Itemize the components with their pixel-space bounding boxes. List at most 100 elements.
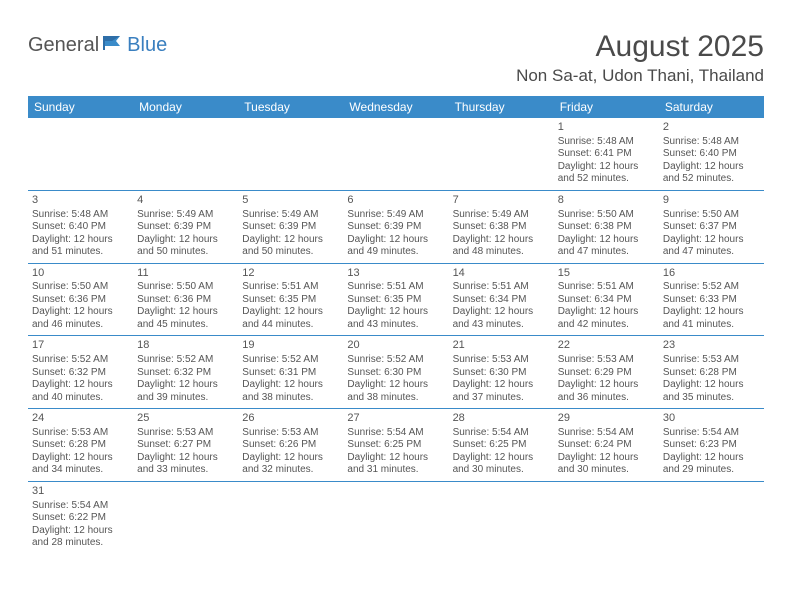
sunset-line: Sunset: 6:39 PM (137, 221, 234, 234)
calendar-cell: 5Sunrise: 5:49 AMSunset: 6:39 PMDaylight… (238, 190, 343, 263)
calendar-cell: 26Sunrise: 5:53 AMSunset: 6:26 PMDayligh… (238, 409, 343, 482)
day-number: 24 (32, 412, 129, 426)
daylight-line: Daylight: 12 hours (558, 452, 655, 465)
location: Non Sa-at, Udon Thani, Thailand (516, 66, 764, 86)
calendar-cell: 21Sunrise: 5:53 AMSunset: 6:30 PMDayligh… (449, 336, 554, 409)
sunset-line: Sunset: 6:34 PM (453, 294, 550, 307)
daylight-line: and 32 minutes. (242, 464, 339, 477)
calendar-cell-empty (343, 118, 448, 190)
title-block: August 2025 Non Sa-at, Udon Thani, Thail… (516, 30, 764, 86)
weekday-header: Thursday (449, 96, 554, 118)
calendar-cell: 7Sunrise: 5:49 AMSunset: 6:38 PMDaylight… (449, 190, 554, 263)
sunset-line: Sunset: 6:22 PM (32, 512, 129, 525)
day-number: 22 (558, 339, 655, 353)
calendar-cell-empty (659, 481, 764, 553)
calendar-cell-empty (343, 481, 448, 553)
sunrise-line: Sunrise: 5:53 AM (242, 427, 339, 440)
sunset-line: Sunset: 6:32 PM (32, 367, 129, 380)
daylight-line: Daylight: 12 hours (663, 234, 760, 247)
sunrise-line: Sunrise: 5:51 AM (242, 281, 339, 294)
calendar-cell-empty (238, 481, 343, 553)
sunrise-line: Sunrise: 5:51 AM (347, 281, 444, 294)
sunrise-line: Sunrise: 5:54 AM (32, 500, 129, 513)
sunset-line: Sunset: 6:35 PM (242, 294, 339, 307)
calendar-cell: 1Sunrise: 5:48 AMSunset: 6:41 PMDaylight… (554, 118, 659, 190)
sunset-line: Sunset: 6:28 PM (663, 367, 760, 380)
sunset-line: Sunset: 6:30 PM (347, 367, 444, 380)
calendar-cell: 24Sunrise: 5:53 AMSunset: 6:28 PMDayligh… (28, 409, 133, 482)
sunset-line: Sunset: 6:39 PM (347, 221, 444, 234)
daylight-line: Daylight: 12 hours (32, 306, 129, 319)
daylight-line: Daylight: 12 hours (453, 452, 550, 465)
sunrise-line: Sunrise: 5:50 AM (32, 281, 129, 294)
day-number: 26 (242, 412, 339, 426)
calendar-table: SundayMondayTuesdayWednesdayThursdayFrid… (28, 96, 764, 554)
calendar-cell: 29Sunrise: 5:54 AMSunset: 6:24 PMDayligh… (554, 409, 659, 482)
sunset-line: Sunset: 6:31 PM (242, 367, 339, 380)
calendar-cell: 9Sunrise: 5:50 AMSunset: 6:37 PMDaylight… (659, 190, 764, 263)
weekday-header: Tuesday (238, 96, 343, 118)
day-number: 16 (663, 267, 760, 281)
calendar-cell: 2Sunrise: 5:48 AMSunset: 6:40 PMDaylight… (659, 118, 764, 190)
calendar-row: 1Sunrise: 5:48 AMSunset: 6:41 PMDaylight… (28, 118, 764, 190)
day-number: 1 (558, 121, 655, 135)
sunset-line: Sunset: 6:36 PM (137, 294, 234, 307)
day-number: 4 (137, 194, 234, 208)
calendar-cell-empty (238, 118, 343, 190)
daylight-line: and 35 minutes. (663, 392, 760, 405)
calendar-cell: 16Sunrise: 5:52 AMSunset: 6:33 PMDayligh… (659, 263, 764, 336)
daylight-line: Daylight: 12 hours (32, 525, 129, 538)
calendar-cell: 4Sunrise: 5:49 AMSunset: 6:39 PMDaylight… (133, 190, 238, 263)
calendar-cell: 23Sunrise: 5:53 AMSunset: 6:28 PMDayligh… (659, 336, 764, 409)
daylight-line: Daylight: 12 hours (242, 234, 339, 247)
daylight-line: and 39 minutes. (137, 392, 234, 405)
sunrise-line: Sunrise: 5:52 AM (347, 354, 444, 367)
day-number: 3 (32, 194, 129, 208)
sunset-line: Sunset: 6:33 PM (663, 294, 760, 307)
sunrise-line: Sunrise: 5:53 AM (663, 354, 760, 367)
daylight-line: Daylight: 12 hours (558, 379, 655, 392)
daylight-line: Daylight: 12 hours (137, 452, 234, 465)
daylight-line: Daylight: 12 hours (663, 306, 760, 319)
daylight-line: and 30 minutes. (453, 464, 550, 477)
daylight-line: Daylight: 12 hours (663, 379, 760, 392)
sunset-line: Sunset: 6:30 PM (453, 367, 550, 380)
calendar-cell: 14Sunrise: 5:51 AMSunset: 6:34 PMDayligh… (449, 263, 554, 336)
day-number: 28 (453, 412, 550, 426)
day-number: 19 (242, 339, 339, 353)
sunrise-line: Sunrise: 5:51 AM (558, 281, 655, 294)
calendar-row: 24Sunrise: 5:53 AMSunset: 6:28 PMDayligh… (28, 409, 764, 482)
day-number: 21 (453, 339, 550, 353)
calendar-cell-empty (449, 118, 554, 190)
sunset-line: Sunset: 6:24 PM (558, 439, 655, 452)
day-number: 20 (347, 339, 444, 353)
calendar-cell-empty (28, 118, 133, 190)
daylight-line: and 33 minutes. (137, 464, 234, 477)
calendar-cell-empty (133, 481, 238, 553)
daylight-line: Daylight: 12 hours (137, 234, 234, 247)
daylight-line: and 34 minutes. (32, 464, 129, 477)
daylight-line: Daylight: 12 hours (453, 379, 550, 392)
day-number: 31 (32, 485, 129, 499)
flag-icon (102, 34, 124, 57)
brand-part1: General (28, 34, 99, 57)
calendar-cell-empty (554, 481, 659, 553)
sunset-line: Sunset: 6:41 PM (558, 148, 655, 161)
day-number: 18 (137, 339, 234, 353)
calendar-cell: 20Sunrise: 5:52 AMSunset: 6:30 PMDayligh… (343, 336, 448, 409)
sunrise-line: Sunrise: 5:54 AM (347, 427, 444, 440)
calendar-cell: 25Sunrise: 5:53 AMSunset: 6:27 PMDayligh… (133, 409, 238, 482)
sunrise-line: Sunrise: 5:48 AM (663, 136, 760, 149)
sunset-line: Sunset: 6:38 PM (558, 221, 655, 234)
sunset-line: Sunset: 6:23 PM (663, 439, 760, 452)
sunset-line: Sunset: 6:39 PM (242, 221, 339, 234)
daylight-line: Daylight: 12 hours (32, 452, 129, 465)
calendar-row: 3Sunrise: 5:48 AMSunset: 6:40 PMDaylight… (28, 190, 764, 263)
calendar-cell: 19Sunrise: 5:52 AMSunset: 6:31 PMDayligh… (238, 336, 343, 409)
header: General Blue August 2025 Non Sa-at, Udon… (28, 30, 764, 86)
daylight-line: Daylight: 12 hours (558, 234, 655, 247)
calendar-cell: 12Sunrise: 5:51 AMSunset: 6:35 PMDayligh… (238, 263, 343, 336)
daylight-line: and 50 minutes. (242, 246, 339, 259)
sunset-line: Sunset: 6:32 PM (137, 367, 234, 380)
day-number: 5 (242, 194, 339, 208)
